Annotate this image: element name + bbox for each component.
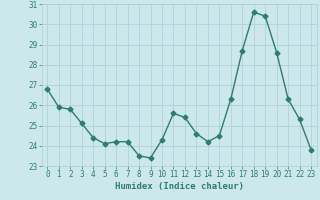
X-axis label: Humidex (Indice chaleur): Humidex (Indice chaleur): [115, 182, 244, 191]
